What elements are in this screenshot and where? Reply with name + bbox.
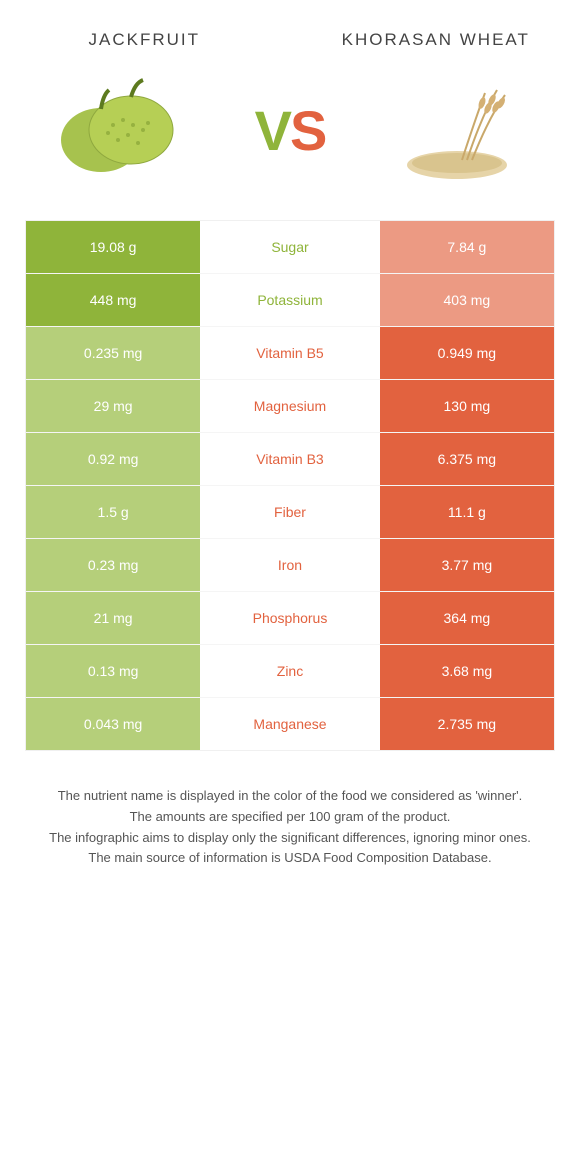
nutrient-row: 19.08 gSugar7.84 g [26,221,554,274]
nutrient-name: Iron [200,539,380,591]
jackfruit-image [25,70,211,190]
nutrient-name: Sugar [200,221,380,273]
nutrient-name: Phosphorus [200,592,380,644]
nutrient-name: Vitamin B3 [200,433,380,485]
value-right: 3.68 mg [380,645,554,697]
vs-s: S [290,99,325,162]
images-row: VS [25,70,555,190]
value-left: 0.23 mg [26,539,200,591]
value-left: 0.13 mg [26,645,200,697]
nutrient-row: 21 mgPhosphorus364 mg [26,592,554,645]
vs-label: VS [255,98,326,163]
footnote-line: The nutrient name is displayed in the co… [25,786,555,807]
infographic-container: Jackfruit Khorasan wheat VS [0,0,580,899]
nutrient-name: Zinc [200,645,380,697]
value-right: 7.84 g [380,221,554,273]
nutrient-name: Fiber [200,486,380,538]
nutrient-row: 29 mgMagnesium130 mg [26,380,554,433]
value-right: 2.735 mg [380,698,554,750]
footnote-line: The amounts are specified per 100 gram o… [25,807,555,828]
value-left: 19.08 g [26,221,200,273]
nutrient-name: Manganese [200,698,380,750]
vs-v: V [255,99,290,162]
value-left: 0.043 mg [26,698,200,750]
value-left: 0.235 mg [26,327,200,379]
value-right: 6.375 mg [380,433,554,485]
value-left: 29 mg [26,380,200,432]
nutrient-row: 0.235 mgVitamin B50.949 mg [26,327,554,380]
headers-row: Jackfruit Khorasan wheat [25,30,555,50]
value-right: 3.77 mg [380,539,554,591]
value-left: 1.5 g [26,486,200,538]
value-left: 0.92 mg [26,433,200,485]
nutrient-row: 0.23 mgIron3.77 mg [26,539,554,592]
nutrient-row: 0.92 mgVitamin B36.375 mg [26,433,554,486]
value-right: 11.1 g [380,486,554,538]
wheat-image [370,70,556,190]
value-right: 403 mg [380,274,554,326]
nutrient-name: Magnesium [200,380,380,432]
footnotes: The nutrient name is displayed in the co… [25,786,555,869]
nutrient-row: 0.13 mgZinc3.68 mg [26,645,554,698]
value-right: 130 mg [380,380,554,432]
value-right: 364 mg [380,592,554,644]
nutrient-row: 1.5 gFiber11.1 g [26,486,554,539]
food-right-title: Khorasan wheat [317,30,556,50]
nutrient-table: 19.08 gSugar7.84 g448 mgPotassium403 mg0… [25,220,555,751]
nutrient-name: Potassium [200,274,380,326]
value-left: 21 mg [26,592,200,644]
value-right: 0.949 mg [380,327,554,379]
footnote-line: The main source of information is USDA F… [25,848,555,869]
footnote-line: The infographic aims to display only the… [25,828,555,849]
value-left: 448 mg [26,274,200,326]
nutrient-row: 448 mgPotassium403 mg [26,274,554,327]
nutrient-name: Vitamin B5 [200,327,380,379]
food-left-title: Jackfruit [25,30,264,50]
nutrient-row: 0.043 mgManganese2.735 mg [26,698,554,750]
